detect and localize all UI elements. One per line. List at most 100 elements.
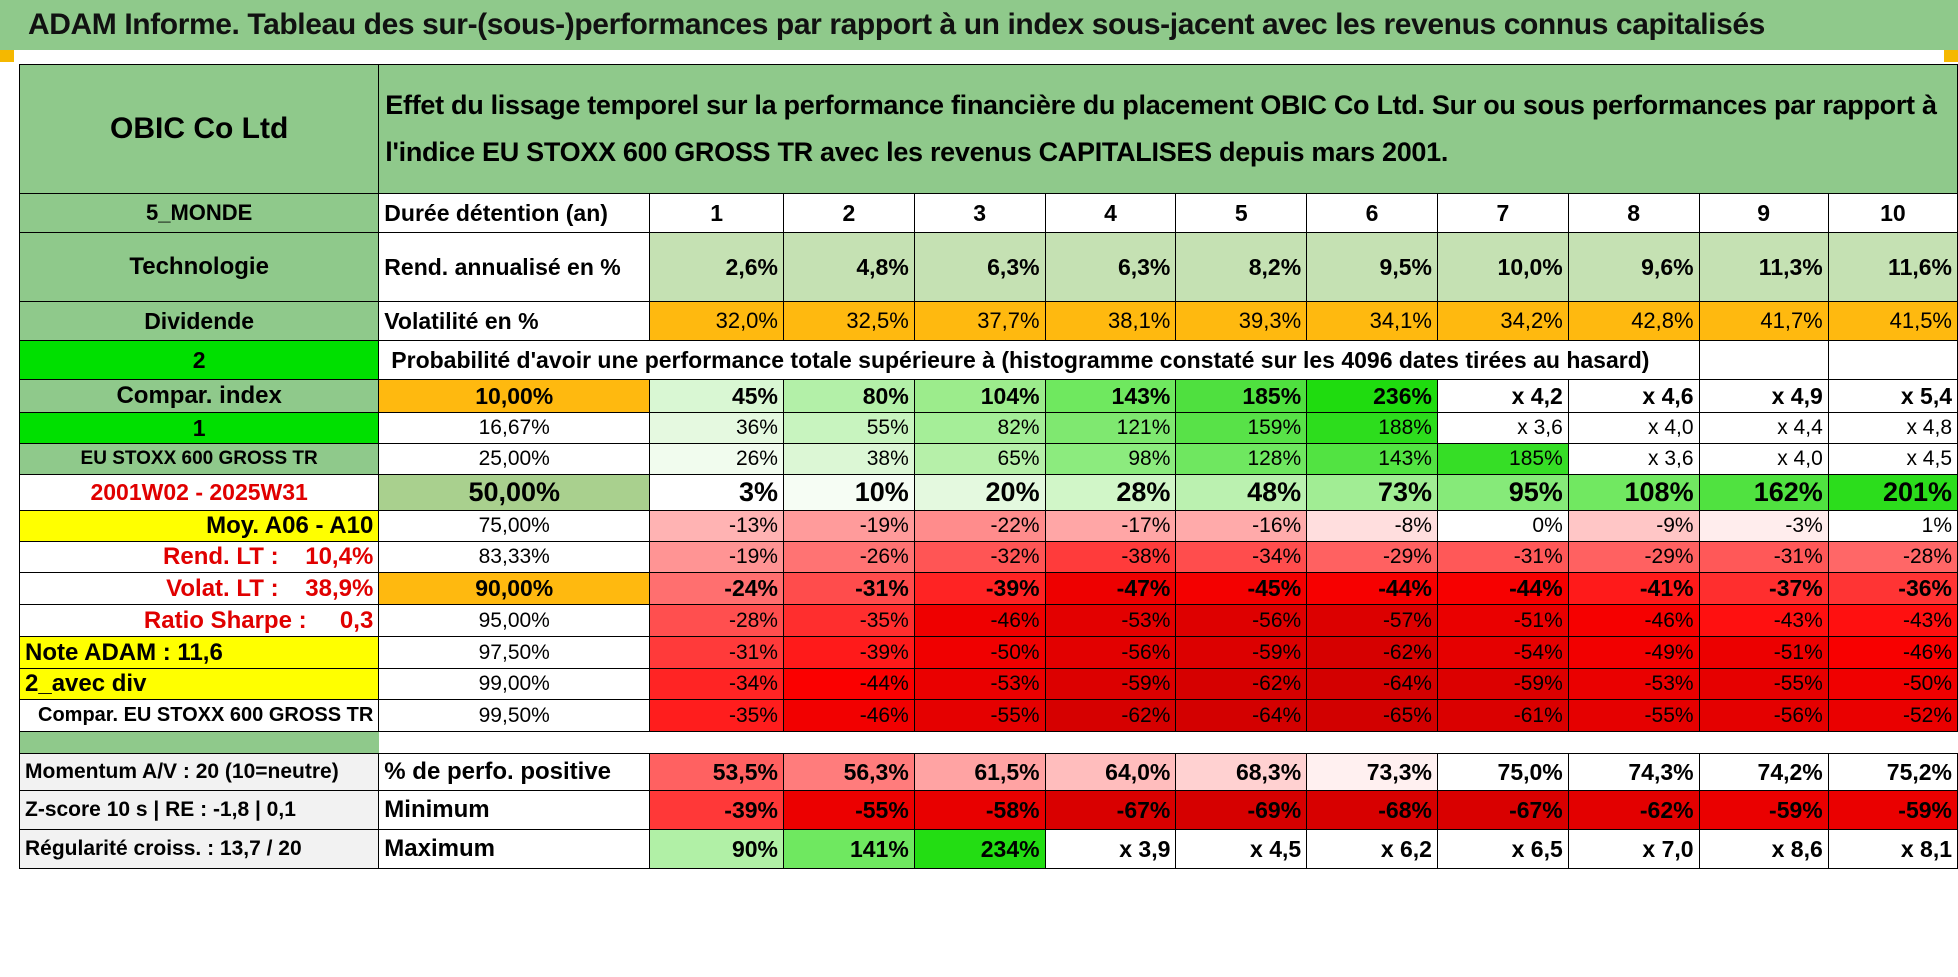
outperformance-value: 236%	[1306, 379, 1438, 413]
outperformance-value: -44%	[782, 668, 915, 700]
outperformance-value: 143%	[1044, 379, 1177, 413]
year-header: 8	[1567, 193, 1700, 233]
return-value: 9,6%	[1567, 232, 1700, 302]
outperformance-value: x 4,0	[1698, 443, 1829, 475]
outperformance-value: -55%	[1567, 699, 1700, 732]
return-value: 6,3%	[1044, 232, 1177, 302]
outperformance-value: -36%	[1827, 572, 1958, 605]
outperformance-value: -39%	[782, 636, 915, 669]
minimum-value: -39%	[649, 790, 784, 830]
maximum-value: x 7,0	[1567, 829, 1700, 869]
outperformance-value: -43%	[1698, 604, 1829, 637]
outperformance-value: 108%	[1567, 474, 1700, 511]
outperformance-value: -29%	[1306, 541, 1438, 573]
spacer-cell	[378, 731, 1958, 754]
minimum-value: -67%	[1436, 790, 1569, 830]
return-value: 6,3%	[913, 232, 1046, 302]
outperformance-value: -65%	[1306, 699, 1438, 732]
outperformance-value: -45%	[1175, 572, 1308, 605]
percentile-row: 2001W02 - 2025W31 50,00% 3% 10% 20% 28% 48% 73%…	[18, 474, 1958, 511]
zscore-label: Z-score 10 s | RE : -1,8 | 0,1	[18, 790, 380, 830]
outperformance-value: -38%	[1044, 541, 1177, 573]
compar-index-label: Compar. index	[18, 379, 380, 413]
outperformance-value: 20%	[913, 474, 1046, 511]
minimum-value: -58%	[913, 790, 1046, 830]
probability-title-row: 2 Probabilité d'avoir une performance tot…	[18, 340, 1958, 380]
outperformance-value: -41%	[1567, 572, 1700, 605]
maximum-value: 90%	[649, 829, 784, 869]
outperformance-value: 0%	[1436, 510, 1569, 542]
return-value: 4,8%	[782, 232, 915, 302]
annualized-return-label: Rend. annualisé en %	[378, 232, 651, 302]
maximum-value: x 8,1	[1827, 829, 1958, 869]
outperformance-value: -29%	[1567, 541, 1700, 573]
outperformance-value: -35%	[782, 604, 915, 637]
outperformance-value: -50%	[1827, 668, 1958, 700]
year-header: 9	[1698, 193, 1829, 233]
maximum-value: x 4,5	[1175, 829, 1308, 869]
momentum-label: Momentum A/V : 20 (10=neutre)	[18, 753, 380, 791]
percentile-row: EU STOXX 600 GROSS TR 25,00% 26% 38% 65% 98% 1…	[18, 443, 1958, 475]
outperformance-value: -50%	[913, 636, 1046, 669]
outperformance-value: -32%	[913, 541, 1046, 573]
outperformance-value: -55%	[1698, 668, 1829, 700]
year-header: 4	[1044, 193, 1177, 233]
percentile-value: 75,00%	[378, 510, 651, 542]
outperformance-value: x 5,4	[1827, 379, 1958, 413]
outperformance-value: x 4,4	[1698, 412, 1829, 444]
regularity-label: Régularité croiss. : 13,7 / 20	[18, 829, 380, 869]
positive-rate-value: 64,0%	[1044, 753, 1177, 791]
outperformance-value: -51%	[1436, 604, 1569, 637]
outperformance-value: 48%	[1175, 474, 1308, 511]
spacer-cell	[18, 731, 379, 754]
spacer-row	[18, 731, 1958, 754]
outperformance-value: 128%	[1175, 443, 1308, 475]
outperformance-value: 201%	[1827, 474, 1958, 511]
maximum-row: Régularité croiss. : 13,7 / 20 Maximum 90%…	[18, 829, 1958, 869]
index-name-label: EU STOXX 600 GROSS TR	[18, 443, 380, 475]
maximum-label: Maximum	[378, 829, 651, 869]
outperformance-value: 65%	[913, 443, 1046, 475]
outperformance-value: -16%	[1175, 510, 1308, 542]
outperformance-value: -53%	[913, 668, 1046, 700]
percentile-row: Ratio Sharpe : 0,3 95,00% -28% -35% -46% -53%…	[18, 604, 1958, 637]
outperformance-value: -28%	[649, 604, 784, 637]
outperformance-value: -62%	[1306, 636, 1438, 669]
outperformance-value: -64%	[1306, 668, 1438, 700]
percentile-value: 99,50%	[378, 699, 651, 732]
outperformance-value: -31%	[782, 572, 915, 605]
outperformance-value: -19%	[649, 541, 784, 573]
style-label: Dividende	[18, 301, 380, 341]
maximum-value: 234%	[913, 829, 1046, 869]
year-header: 7	[1436, 193, 1569, 233]
percentile-value: 83,33%	[378, 541, 651, 573]
outperformance-value: -44%	[1436, 572, 1569, 605]
outperformance-value: 162%	[1698, 474, 1829, 511]
percentile-row: 1 16,67% 36% 55% 82% 121% 159% 188% x 3,6 x 4,0 x …	[18, 412, 1958, 444]
volatility-label: Volatilité en %	[378, 301, 651, 341]
corner-marker-right	[1944, 50, 1958, 62]
positive-rate-value: 68,3%	[1175, 753, 1308, 791]
percentile-value: 97,50%	[378, 636, 651, 669]
outperformance-value: 188%	[1306, 412, 1438, 444]
return-value: 8,2%	[1175, 232, 1308, 302]
outperformance-value: -8%	[1306, 510, 1438, 542]
percentile-row: Compar. index 10,00% 45% 80% 104% 143% 185% 236…	[18, 379, 1958, 413]
period-label: 2001W02 - 2025W31	[18, 474, 380, 511]
corner-marker-left	[0, 50, 14, 62]
positive-rate-value: 56,3%	[782, 753, 915, 791]
annualized-return-row: Technologie Rend. annualisé en % 2,6% 4,8% 6…	[18, 232, 1958, 302]
percentile-value: 90,00%	[378, 572, 651, 605]
volatility-value: 42,8%	[1567, 301, 1700, 341]
empty-cell	[1827, 340, 1958, 380]
outperformance-value: -46%	[1827, 636, 1958, 669]
value-two-label: 2	[18, 340, 380, 380]
average-label: Moy. A06 - A10	[18, 510, 380, 542]
holding-period-label: Durée détention (an)	[378, 193, 651, 233]
outperformance-value: -62%	[1175, 668, 1308, 700]
outperformance-value: -55%	[913, 699, 1046, 732]
outperformance-value: -24%	[649, 572, 784, 605]
percentile-row: 2_avec div 99,00% -34% -44% -53% -59% -62% -64%…	[18, 668, 1958, 700]
return-value: 9,5%	[1306, 232, 1438, 302]
comparison-label: Compar. EU STOXX 600 GROSS TR	[18, 699, 380, 732]
